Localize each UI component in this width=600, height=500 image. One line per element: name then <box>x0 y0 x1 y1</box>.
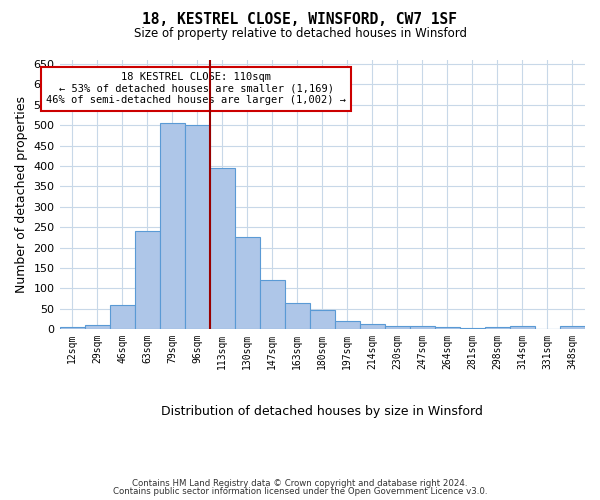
Bar <box>209 168 235 329</box>
Bar <box>460 328 485 329</box>
Bar <box>485 327 510 329</box>
Text: Contains HM Land Registry data © Crown copyright and database right 2024.: Contains HM Land Registry data © Crown c… <box>132 478 468 488</box>
Text: Contains public sector information licensed under the Open Government Licence v3: Contains public sector information licen… <box>113 487 487 496</box>
Text: Distribution of detached houses by size in Winsford: Distribution of detached houses by size … <box>161 404 483 417</box>
Text: Size of property relative to detached houses in Winsford: Size of property relative to detached ho… <box>133 28 467 40</box>
Bar <box>410 326 435 329</box>
Bar <box>185 126 209 329</box>
Bar <box>435 327 460 329</box>
Bar <box>134 232 160 329</box>
Bar <box>510 326 535 329</box>
Bar <box>335 321 360 329</box>
Bar <box>560 326 585 329</box>
Bar <box>59 327 85 329</box>
Bar <box>160 123 185 329</box>
Text: 18 KESTREL CLOSE: 110sqm
← 53% of detached houses are smaller (1,169)
46% of sem: 18 KESTREL CLOSE: 110sqm ← 53% of detach… <box>46 72 346 106</box>
Bar <box>235 238 260 329</box>
Y-axis label: Number of detached properties: Number of detached properties <box>15 96 28 293</box>
Bar <box>310 310 335 329</box>
Text: 18, KESTREL CLOSE, WINSFORD, CW7 1SF: 18, KESTREL CLOSE, WINSFORD, CW7 1SF <box>143 12 458 28</box>
Bar <box>85 325 110 329</box>
Bar <box>385 326 410 329</box>
Bar <box>110 304 134 329</box>
Bar <box>285 302 310 329</box>
Bar <box>260 280 285 329</box>
Bar <box>360 324 385 329</box>
